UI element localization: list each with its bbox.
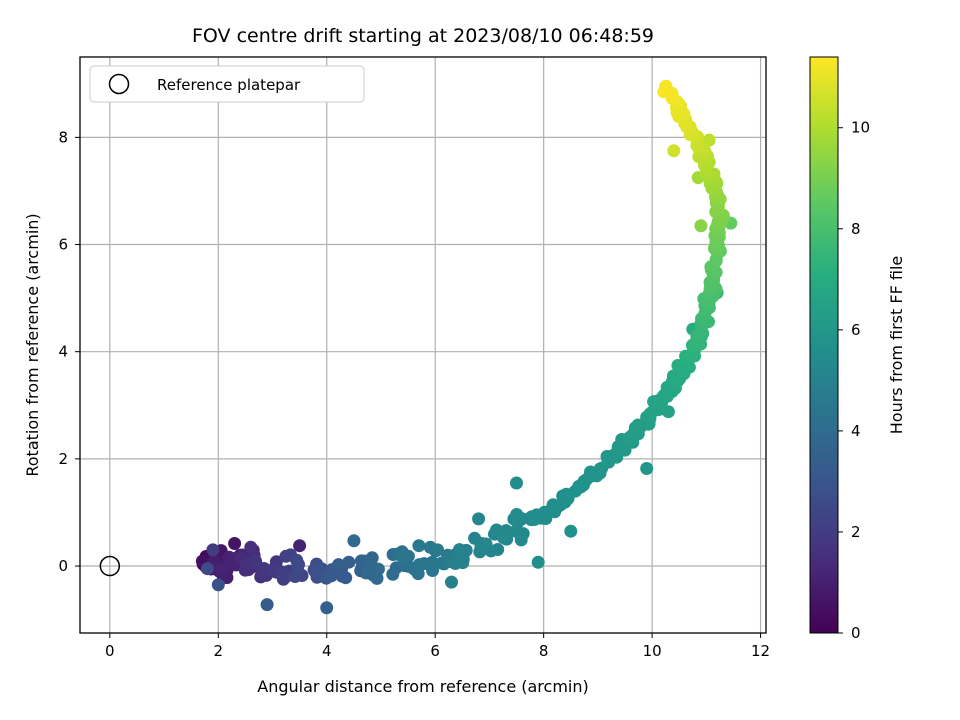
data-point <box>527 513 541 526</box>
data-point <box>291 559 305 573</box>
legend: Reference platepar <box>89 65 365 103</box>
x-tick-label: 2 <box>214 642 224 660</box>
data-point <box>412 539 426 553</box>
data-point <box>667 144 681 158</box>
data-point <box>479 537 493 551</box>
data-point <box>249 554 263 568</box>
x-tick-label: 8 <box>539 642 549 660</box>
data-point <box>288 570 302 583</box>
colorbar-tick-label: 2 <box>851 523 861 541</box>
data-point <box>360 566 374 580</box>
y-tick-label: 6 <box>58 236 68 254</box>
data-point <box>499 528 513 542</box>
data-point <box>206 543 220 557</box>
data-point <box>491 543 505 556</box>
data-point <box>278 570 292 584</box>
data-point <box>257 562 271 575</box>
x-axis-label: Angular distance from reference (arcmin) <box>257 677 588 696</box>
y-tick-label: 4 <box>58 343 68 361</box>
data-point <box>260 598 274 612</box>
data-point <box>396 550 410 564</box>
data-point <box>244 540 258 554</box>
data-point <box>516 527 530 541</box>
data-point <box>640 462 654 475</box>
data-point <box>386 567 400 581</box>
data-point <box>531 555 545 569</box>
data-points <box>195 79 738 615</box>
data-point <box>320 601 334 615</box>
x-axis: 0 2 4 6 8 10 12 <box>105 633 770 660</box>
data-point <box>472 512 486 526</box>
x-tick-label: 4 <box>322 642 332 660</box>
colorbar-ticks: 0 2 4 6 8 10 <box>838 119 870 642</box>
data-point <box>332 558 346 572</box>
y-axis-label: Rotation from reference (arcmin) <box>23 213 42 476</box>
data-point <box>342 555 356 569</box>
plot-frame <box>79 56 767 634</box>
data-point <box>659 79 673 93</box>
grid <box>80 57 766 633</box>
legend-marker <box>108 73 130 95</box>
data-point <box>510 508 524 521</box>
y-tick-label: 0 <box>58 557 68 575</box>
data-point <box>593 464 607 478</box>
colorbar-tick-label: 10 <box>851 119 870 137</box>
legend-box <box>89 65 365 103</box>
data-point <box>431 543 444 557</box>
y-tick-label: 8 <box>58 128 68 146</box>
data-point <box>445 575 458 589</box>
colorbar-label: Hours from first FF file <box>887 256 906 435</box>
colorbar: 0 2 4 6 8 10 Hours from first FF file <box>809 56 906 642</box>
chart-title: FOV centre drift starting at 2023/08/10 … <box>192 25 654 47</box>
colorbar-gradient <box>809 56 839 634</box>
data-point <box>510 476 523 490</box>
data-point <box>200 562 214 576</box>
legend-label: Reference platepar <box>157 76 301 94</box>
data-point <box>453 543 466 557</box>
x-tick-label: 0 <box>105 642 115 660</box>
data-point <box>228 537 242 550</box>
y-tick-label: 2 <box>58 450 68 468</box>
x-tick-label: 12 <box>751 642 770 660</box>
data-point <box>694 219 708 233</box>
data-point <box>347 534 361 548</box>
data-point <box>564 524 578 538</box>
colorbar-tick-label: 4 <box>851 422 861 440</box>
data-point <box>215 562 229 576</box>
data-point <box>371 562 385 576</box>
y-axis: 0 2 4 6 8 <box>58 128 80 575</box>
colorbar-tick-label: 6 <box>851 321 861 339</box>
reference-platepar-marker <box>99 555 121 577</box>
data-point <box>324 569 338 583</box>
x-tick-label: 6 <box>430 642 440 660</box>
data-point <box>211 578 225 592</box>
colorbar-tick-label: 8 <box>851 220 861 238</box>
data-point <box>293 539 307 553</box>
colorbar-tick-label: 0 <box>851 624 861 642</box>
data-point <box>425 555 439 569</box>
x-tick-label: 10 <box>643 642 662 660</box>
data-point <box>339 571 353 585</box>
